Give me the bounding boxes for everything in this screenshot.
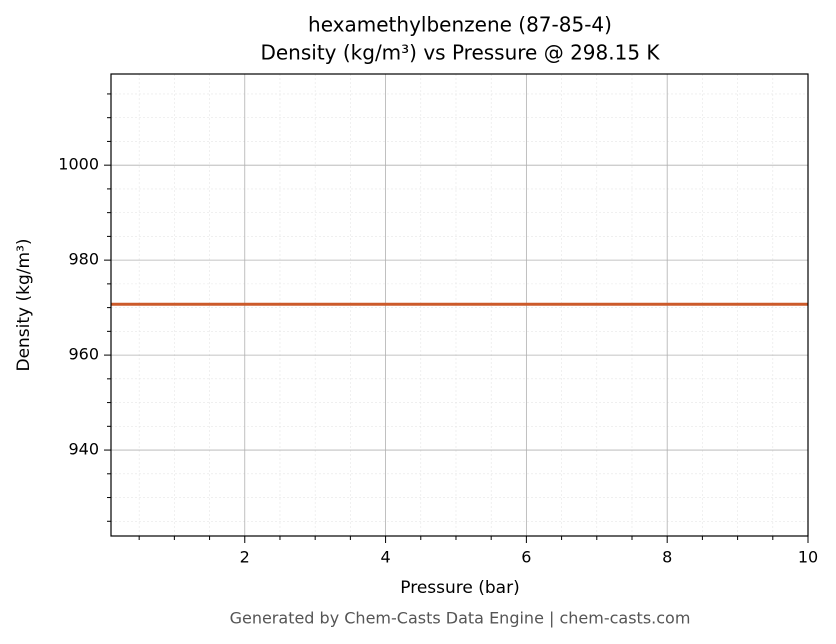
x-axis-label: Pressure (bar)	[400, 578, 519, 598]
chart-title: hexamethylbenzene (87-85-4)	[308, 13, 612, 37]
x-tick-label: 6	[521, 548, 531, 567]
footer: Generated by Chem-Casts Data Engine | ch…	[230, 609, 691, 628]
x-tick-label: 2	[240, 548, 250, 567]
chart-subtitle: Density (kg/m³) vs Pressure @ 298.15 K	[260, 41, 660, 65]
x-tick-label: 8	[662, 548, 672, 567]
plot-frame	[110, 73, 809, 537]
y-tick-label: 940	[68, 440, 99, 459]
y-tick-label: 960	[68, 345, 99, 364]
y-tick-label: 1000	[58, 155, 99, 174]
y-tick-label: 980	[68, 250, 99, 269]
x-tick-label: 4	[380, 548, 390, 567]
y-axis-label: Density (kg/m³)	[14, 238, 34, 371]
x-tick-label: 10	[798, 548, 818, 567]
